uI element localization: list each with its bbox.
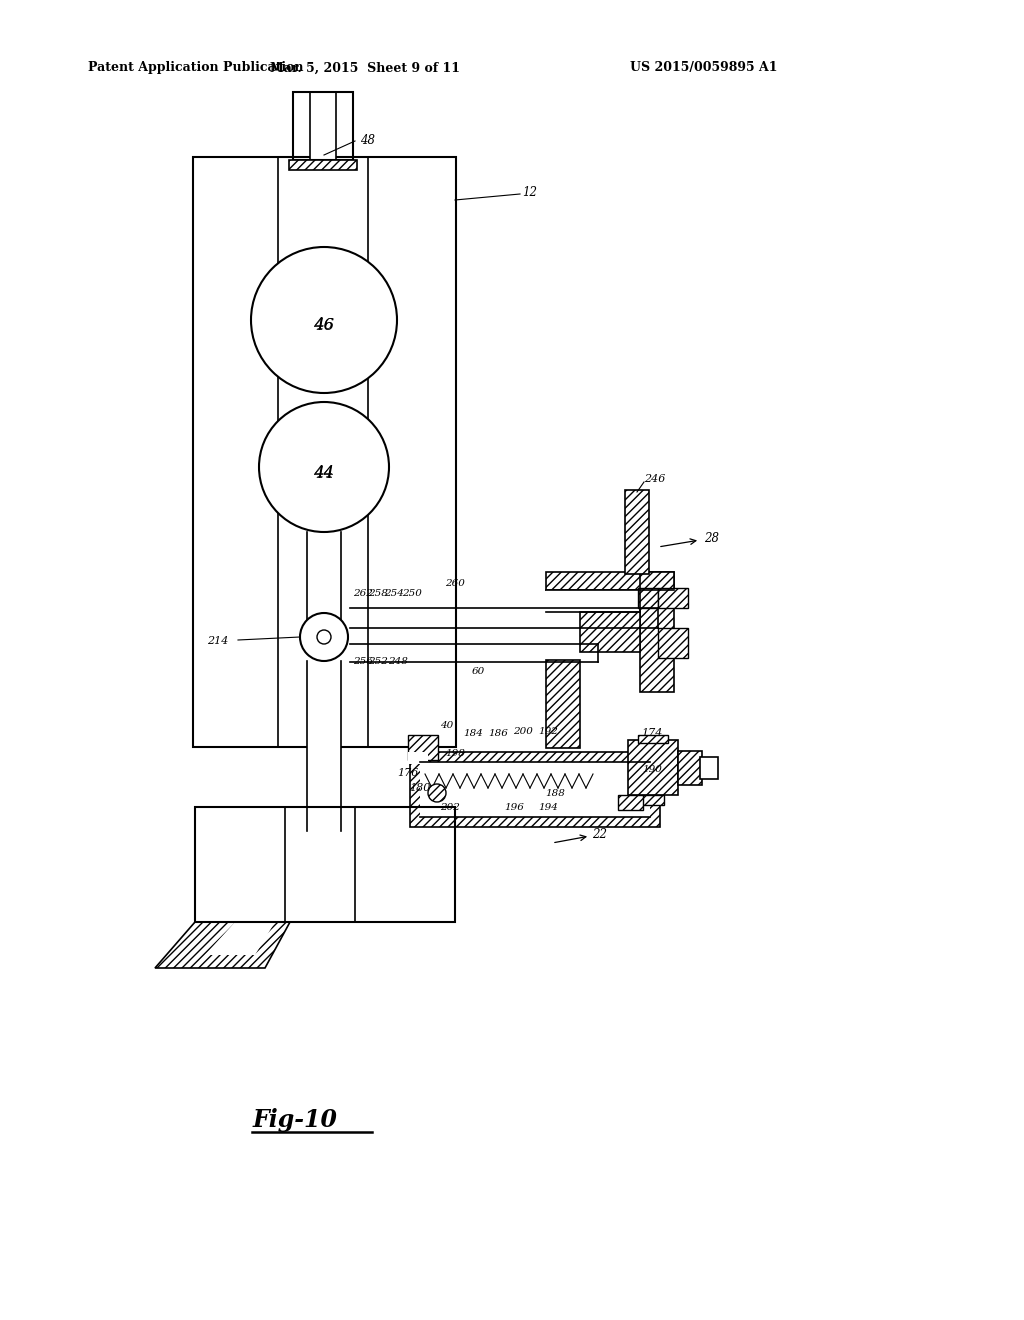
Bar: [193, 157, 278, 747]
Bar: [628, 741, 678, 795]
Text: 200: 200: [513, 726, 532, 735]
Bar: [307, 532, 341, 638]
Bar: [350, 606, 658, 622]
Bar: [195, 807, 285, 921]
Circle shape: [300, 612, 348, 661]
Bar: [640, 572, 674, 692]
Text: 252: 252: [368, 657, 388, 667]
Text: 250: 250: [402, 590, 422, 598]
Bar: [195, 807, 455, 921]
Text: 254: 254: [384, 590, 403, 598]
Bar: [350, 624, 658, 644]
Text: 180: 180: [410, 783, 431, 793]
Bar: [193, 157, 456, 747]
Text: US 2015/0059895 A1: US 2015/0059895 A1: [630, 62, 777, 74]
Bar: [625, 490, 649, 574]
Bar: [420, 762, 650, 817]
Text: 44: 44: [314, 466, 334, 480]
Text: 214: 214: [207, 636, 228, 645]
Bar: [638, 735, 668, 743]
Text: 184: 184: [463, 729, 483, 738]
Text: 262: 262: [353, 590, 373, 598]
Text: 190: 190: [642, 766, 662, 775]
Text: 28: 28: [705, 532, 720, 544]
Circle shape: [428, 784, 446, 803]
Text: 186: 186: [488, 729, 508, 738]
Bar: [678, 751, 702, 785]
Bar: [368, 157, 456, 747]
Text: 202: 202: [440, 804, 460, 813]
Text: 176: 176: [397, 768, 419, 777]
Bar: [580, 612, 640, 652]
Bar: [293, 92, 310, 160]
Text: 198: 198: [445, 748, 465, 758]
Text: 60: 60: [471, 668, 484, 676]
Circle shape: [251, 247, 397, 393]
Bar: [355, 807, 455, 921]
Text: 46: 46: [314, 318, 334, 333]
Text: 256: 256: [353, 657, 373, 667]
Text: 12: 12: [522, 186, 538, 198]
Text: 188: 188: [545, 788, 565, 797]
Bar: [408, 735, 438, 760]
Bar: [410, 752, 660, 828]
Bar: [307, 661, 341, 832]
Text: 192: 192: [538, 726, 558, 735]
Bar: [638, 587, 658, 609]
Text: 46: 46: [313, 318, 335, 334]
Bar: [658, 587, 688, 609]
Text: 48: 48: [360, 135, 376, 148]
Bar: [293, 92, 353, 160]
Bar: [278, 157, 368, 747]
Text: 194: 194: [538, 804, 558, 813]
Text: Fig-10: Fig-10: [253, 1107, 338, 1133]
Text: 174: 174: [641, 729, 663, 738]
Text: 196: 196: [504, 804, 524, 813]
Text: 246: 246: [644, 474, 666, 484]
Polygon shape: [205, 921, 275, 954]
Bar: [546, 660, 580, 748]
Bar: [408, 752, 428, 764]
Text: Patent Application Publication: Patent Application Publication: [88, 62, 303, 74]
Text: 44: 44: [313, 465, 335, 482]
Bar: [618, 795, 643, 810]
Bar: [658, 628, 688, 657]
Bar: [285, 807, 355, 921]
Bar: [289, 160, 357, 170]
Bar: [336, 92, 353, 160]
Bar: [350, 656, 598, 672]
Bar: [546, 590, 674, 612]
Bar: [700, 756, 718, 779]
Text: 258: 258: [368, 590, 388, 598]
Bar: [642, 795, 664, 805]
Bar: [546, 572, 674, 590]
Text: 260: 260: [445, 578, 465, 587]
Polygon shape: [155, 921, 290, 968]
Circle shape: [259, 403, 389, 532]
Text: 248: 248: [388, 657, 408, 667]
Circle shape: [317, 630, 331, 644]
Text: 22: 22: [593, 828, 607, 841]
Text: 40: 40: [440, 721, 454, 730]
Bar: [310, 92, 336, 160]
Text: Mar. 5, 2015  Sheet 9 of 11: Mar. 5, 2015 Sheet 9 of 11: [270, 62, 460, 74]
